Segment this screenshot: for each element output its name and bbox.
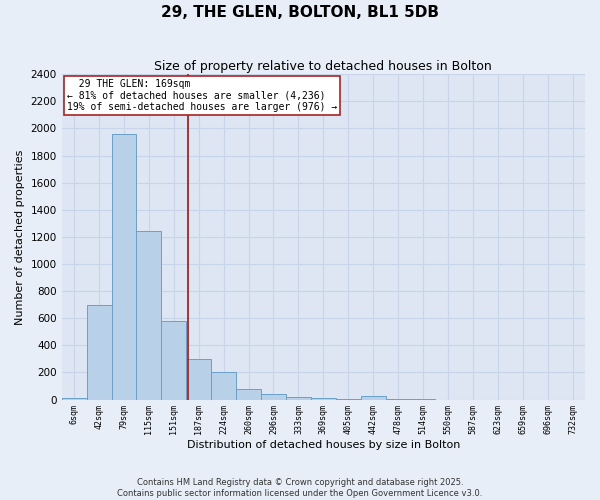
Bar (136, 232, 161, 400)
Bar (161, 321, 186, 400)
X-axis label: Distribution of detached houses by size in Bolton: Distribution of detached houses by size … (187, 440, 460, 450)
Bar (410, 399, 436, 400)
Text: 29 THE GLEN: 169sqm  
← 81% of detached houses are smaller (4,236)
19% of semi-d: 29 THE GLEN: 169sqm ← 81% of detached ho… (67, 79, 337, 112)
Bar (386, 399, 410, 400)
Bar (62, 398, 86, 400)
Bar (186, 359, 211, 400)
Bar (211, 372, 236, 400)
Bar (112, 134, 136, 400)
Bar (86, 304, 112, 400)
Bar (361, 396, 386, 400)
Bar (336, 399, 361, 400)
Bar (311, 398, 336, 400)
Title: Size of property relative to detached houses in Bolton: Size of property relative to detached ho… (154, 60, 492, 73)
Bar (236, 390, 261, 400)
Y-axis label: Number of detached properties: Number of detached properties (15, 149, 25, 324)
Bar (286, 397, 311, 400)
Text: Contains HM Land Registry data © Crown copyright and database right 2025.
Contai: Contains HM Land Registry data © Crown c… (118, 478, 482, 498)
Bar (261, 394, 286, 400)
Text: 29, THE GLEN, BOLTON, BL1 5DB: 29, THE GLEN, BOLTON, BL1 5DB (161, 5, 439, 20)
